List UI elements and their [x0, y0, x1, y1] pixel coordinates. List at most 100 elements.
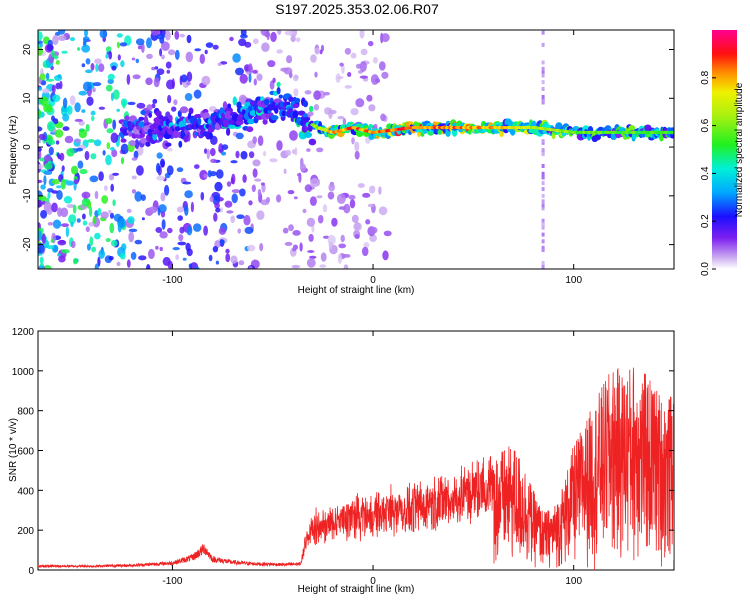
noise-speckle	[51, 84, 56, 94]
noise-speckle	[132, 74, 141, 80]
x-tick-label: 0	[370, 275, 376, 286]
noise-speckle	[235, 67, 244, 76]
noise-speckle	[244, 226, 254, 234]
noise-speckle	[99, 30, 107, 39]
noise-speckle	[230, 255, 238, 264]
noise-speckle	[292, 230, 301, 236]
ridge-blob	[225, 110, 232, 120]
noise-speckle	[266, 30, 270, 41]
ridge-blob	[270, 115, 279, 121]
ridge-blob	[183, 135, 189, 143]
noise-speckle	[100, 211, 109, 219]
noise-speckle	[140, 194, 146, 202]
noise-speckle	[165, 61, 172, 69]
noise-speckle	[79, 168, 88, 175]
x-tick-label: -100	[162, 576, 182, 587]
noise-speckle	[128, 228, 138, 233]
noise-speckle	[73, 258, 78, 265]
noise-speckle	[220, 61, 228, 65]
ridge-blob	[197, 117, 202, 126]
noise-speckle	[182, 257, 187, 261]
noise-speckle	[256, 210, 265, 220]
noise-speckle	[127, 216, 135, 224]
noise-speckle	[238, 94, 247, 105]
noise-speckle	[146, 264, 151, 269]
ridge-blob	[274, 107, 279, 114]
noise-speckle	[87, 139, 95, 143]
noise-speckle	[126, 259, 131, 268]
noise-speckle	[174, 30, 180, 40]
noise-speckle	[270, 31, 277, 43]
noise-speckle	[52, 178, 60, 185]
noise-speckle	[156, 152, 163, 159]
noise-speckle	[204, 148, 208, 154]
noise-speckle	[328, 241, 333, 250]
noise-speckle	[354, 150, 360, 160]
noise-speckle	[46, 44, 54, 52]
noise-speckle	[284, 30, 294, 36]
noise-speckle	[378, 206, 388, 216]
noise-speckle	[62, 126, 70, 131]
noise-speckle	[367, 40, 374, 47]
noise-speckle	[367, 203, 375, 208]
noise-speckle	[107, 73, 115, 80]
noise-speckle	[146, 37, 152, 49]
noise-speckle	[226, 210, 234, 214]
noise-speckle	[349, 199, 356, 209]
noise-speckle	[257, 188, 262, 197]
noise-speckle	[39, 256, 44, 264]
noise-speckle	[336, 193, 346, 204]
noise-speckle	[119, 253, 126, 260]
ridge-blob	[226, 127, 231, 136]
noise-speckle	[43, 170, 53, 175]
noise-speckle	[184, 93, 193, 101]
snr-y-ticks: 0 200 400 600 800 1000 1200	[12, 327, 674, 577]
ridge-blob	[148, 112, 153, 118]
noise-speckle	[306, 148, 311, 152]
noise-speckle	[156, 175, 166, 181]
noise-speckle	[92, 216, 97, 225]
y-tick-label: 800	[17, 407, 34, 418]
noise-streak	[541, 152, 545, 157]
ridge-blob	[164, 142, 172, 147]
noise-speckle	[98, 171, 104, 182]
noise-speckle	[52, 34, 59, 46]
noise-speckle	[105, 117, 113, 125]
noise-speckle	[82, 213, 86, 220]
noise-speckle	[106, 128, 114, 134]
noise-speckle	[109, 222, 115, 234]
noise-speckle	[220, 151, 227, 156]
noise-speckle	[68, 214, 77, 225]
noise-speckle	[285, 149, 292, 156]
noise-speckle	[299, 242, 303, 252]
noise-speckle	[219, 207, 224, 213]
noise-speckle	[38, 31, 43, 41]
noise-speckle	[242, 174, 247, 183]
noise-speckle	[167, 260, 173, 269]
noise-speckle	[157, 207, 161, 216]
noise-speckle	[97, 207, 102, 216]
noise-speckle	[248, 266, 253, 269]
colorbar-label: Normalized spectral amplitude	[734, 82, 745, 217]
noise-speckle	[327, 191, 335, 200]
noise-speckle	[38, 164, 45, 169]
noise-speckle	[177, 215, 183, 221]
noise-speckle	[81, 63, 86, 68]
noise-speckle	[62, 97, 68, 109]
noise-speckle	[130, 251, 137, 260]
noise-speckle	[380, 113, 386, 122]
noise-speckle	[38, 139, 41, 144]
snr-x-ticks: -100 0 100	[162, 331, 582, 587]
noise-speckle	[133, 150, 139, 159]
ridge-blob	[561, 132, 567, 137]
noise-speckle	[186, 81, 191, 86]
noise-speckle	[116, 261, 121, 267]
noise-streak	[541, 222, 545, 227]
noise-speckle	[128, 231, 135, 243]
noise-speckle	[165, 111, 171, 118]
noise-speckle	[40, 209, 48, 219]
noise-speckle	[98, 106, 106, 110]
noise-speckle	[90, 63, 95, 71]
noise-speckle	[354, 234, 360, 239]
noise-speckle	[111, 65, 117, 71]
